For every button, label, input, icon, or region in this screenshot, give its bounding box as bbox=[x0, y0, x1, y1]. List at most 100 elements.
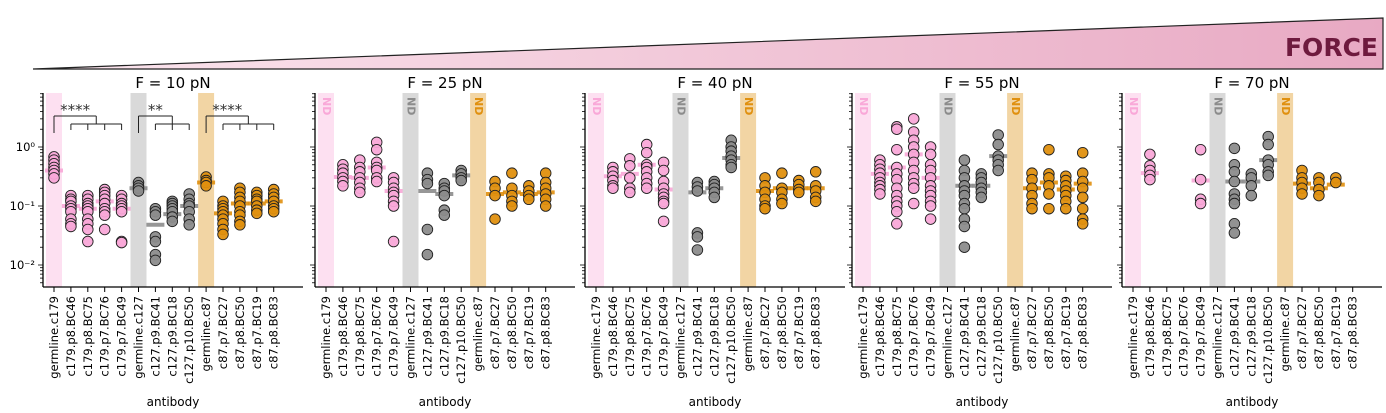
data-point bbox=[421, 177, 434, 190]
data-point bbox=[708, 191, 721, 204]
x-tick-label: c127.p9.BC41 bbox=[957, 296, 971, 377]
data-point bbox=[992, 138, 1004, 151]
x-tick-label: c127.p9.BC41 bbox=[1227, 296, 1241, 377]
data-point bbox=[891, 123, 903, 135]
data-point bbox=[1228, 175, 1241, 188]
x-tick-label: c179.p7.BC76 bbox=[370, 296, 384, 377]
data-point bbox=[217, 228, 229, 241]
data-point bbox=[387, 200, 400, 212]
x-tick-label: germline.c87 bbox=[741, 296, 755, 371]
data-point bbox=[1245, 189, 1258, 202]
x-tick-label: c179.p8.BC46 bbox=[336, 296, 350, 377]
data-point bbox=[992, 164, 1004, 177]
data-point bbox=[640, 146, 653, 159]
x-tick-label: germline.c127 bbox=[1211, 296, 1225, 379]
data-point bbox=[924, 200, 937, 212]
data-point bbox=[924, 148, 937, 161]
data-point bbox=[337, 180, 349, 192]
germline-band bbox=[1125, 93, 1141, 287]
data-point bbox=[624, 186, 636, 199]
data-point bbox=[809, 166, 822, 178]
nd-label: ND bbox=[1009, 97, 1022, 115]
nd-label: ND bbox=[405, 97, 418, 115]
data-point bbox=[1228, 166, 1241, 178]
nd-label: ND bbox=[1127, 97, 1140, 115]
data-point bbox=[907, 113, 920, 125]
data-point bbox=[115, 236, 128, 249]
force-banner: FORCE bbox=[32, 17, 1384, 70]
x-tick-label: c87.p8.BC83 bbox=[539, 296, 553, 369]
x-tick-label: c87.p8.BC83 bbox=[1346, 296, 1360, 369]
x-tick-label: c179.p8.BC46 bbox=[873, 296, 887, 377]
nd-label: ND bbox=[675, 97, 688, 115]
germline-band bbox=[1007, 93, 1024, 287]
data-point bbox=[489, 189, 501, 202]
y-tick-label: 10⁰ bbox=[16, 140, 36, 154]
data-point bbox=[149, 235, 162, 248]
x-tick-label: c127.p9.BC18 bbox=[437, 296, 451, 377]
x-tick-label: c179.p8.BC46 bbox=[1143, 296, 1157, 377]
x-axis-label: antibody bbox=[1226, 395, 1279, 409]
germline-band bbox=[1277, 93, 1294, 287]
data-point bbox=[370, 175, 383, 188]
x-tick-label: c179.p7.BC76 bbox=[640, 296, 654, 377]
data-point bbox=[166, 215, 179, 228]
data-point bbox=[1228, 197, 1241, 210]
data-point bbox=[1144, 173, 1156, 186]
data-point bbox=[1330, 176, 1342, 189]
x-tick-label: c179.p8.BC75 bbox=[1160, 296, 1174, 377]
x-tick-label: c87.p7.BC27 bbox=[488, 296, 502, 369]
data-point bbox=[387, 235, 400, 248]
x-tick-label: c127.p10.BC50 bbox=[454, 296, 468, 384]
x-tick-label: c127.p9.BC41 bbox=[148, 296, 162, 377]
germline-band bbox=[740, 93, 757, 287]
data-point bbox=[958, 220, 971, 233]
x-tick-label: germline.c179 bbox=[1126, 296, 1140, 379]
nd-label: ND bbox=[590, 97, 603, 115]
x-tick-label: c87.p8.BC83 bbox=[1076, 296, 1090, 369]
x-tick-label: germline.c127 bbox=[674, 296, 688, 379]
panel-title: F = 40 pN bbox=[677, 74, 752, 92]
nd-label: ND bbox=[857, 97, 870, 115]
x-tick-label: germline.c87 bbox=[471, 296, 485, 371]
germline-band bbox=[402, 93, 419, 287]
force-wedge bbox=[32, 17, 1384, 70]
x-tick-label: c87.p7.BC19 bbox=[1329, 296, 1343, 369]
data-point bbox=[958, 154, 971, 166]
data-point bbox=[907, 182, 920, 194]
x-tick-label: c179.p8.BC75 bbox=[353, 296, 367, 377]
x-tick-label: c127.p10.BC50 bbox=[182, 296, 196, 384]
x-tick-label: c87.p8.BC50 bbox=[775, 296, 789, 369]
data-point bbox=[1245, 180, 1258, 192]
x-tick-label: c179.p8.BC75 bbox=[890, 296, 904, 377]
data-point bbox=[624, 172, 636, 184]
germline-band bbox=[855, 93, 871, 287]
data-point bbox=[149, 209, 162, 221]
x-tick-label: c87.p8.BC50 bbox=[1312, 296, 1326, 369]
data-point bbox=[907, 197, 920, 210]
data-point bbox=[1194, 143, 1207, 156]
x-tick-label: c87.p8.BC83 bbox=[809, 296, 823, 369]
data-point bbox=[455, 174, 467, 187]
x-tick-label: c87.p7.BC19 bbox=[792, 296, 806, 369]
panel-title: F = 70 pN bbox=[1214, 74, 1289, 92]
data-point bbox=[657, 197, 670, 210]
force-label: FORCE bbox=[1285, 33, 1378, 62]
panel-title: F = 55 pN bbox=[944, 74, 1019, 92]
x-tick-label: c127.p9.BC18 bbox=[165, 296, 179, 377]
data-point bbox=[421, 223, 434, 236]
data-point bbox=[1262, 169, 1274, 182]
data-point bbox=[421, 248, 434, 261]
data-point bbox=[809, 195, 822, 208]
data-point bbox=[924, 213, 937, 225]
x-tick-label: c87.p7.BC19 bbox=[522, 296, 536, 369]
x-tick-label: c179.p8.BC75 bbox=[623, 296, 637, 377]
data-point bbox=[354, 186, 366, 199]
x-axis-label: antibody bbox=[147, 395, 200, 409]
data-point bbox=[251, 207, 263, 220]
significance-stars: ** bbox=[148, 101, 164, 119]
x-tick-label: germline.c87 bbox=[199, 296, 213, 371]
x-tick-label: c127.p10.BC50 bbox=[724, 296, 738, 384]
data-point bbox=[267, 205, 280, 218]
x-tick-label: c179.p7.BC76 bbox=[907, 296, 921, 377]
